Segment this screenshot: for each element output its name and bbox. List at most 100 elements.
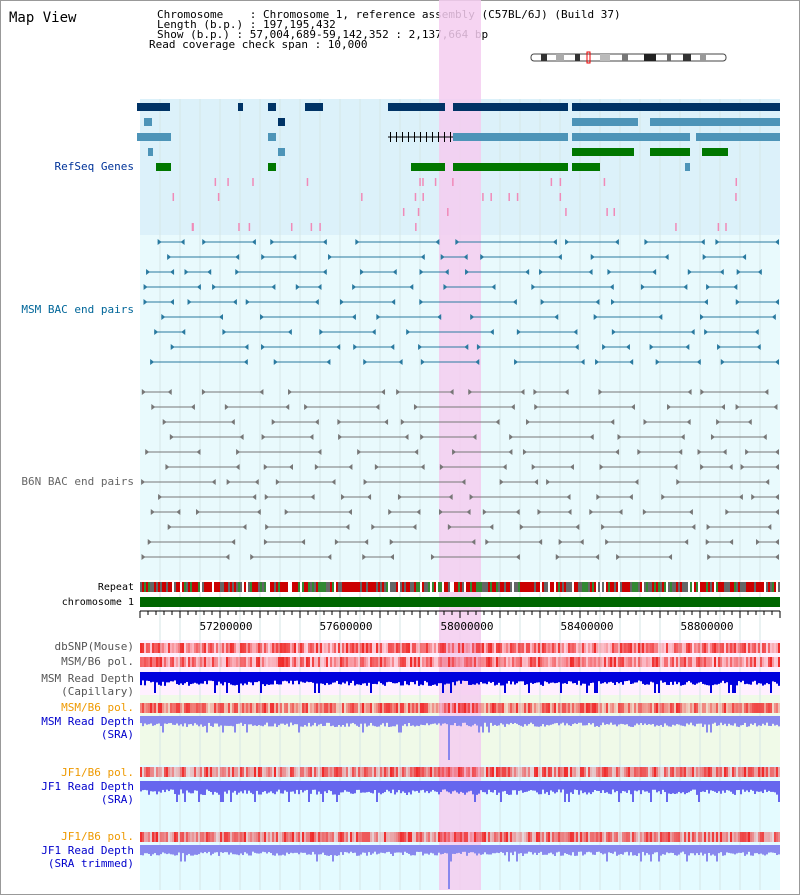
jf1-sra-depth-bar [564,781,566,802]
msm-bac-end [328,254,333,260]
jf1-pol-cell [388,767,390,777]
msm-bac-end [409,284,414,290]
jf1-sra-depth-bar [292,781,294,792]
jf1-sra-depth-bar [532,781,534,791]
jf1-pol2-cell [662,832,664,842]
dbsnp-cell [678,643,680,653]
refseq-tick [550,178,553,186]
msm-sra-depth-bar [276,716,278,727]
dbsnp-cell [400,643,402,653]
b6n-bac-end [721,404,726,410]
jf1-sra-depth-bar [210,781,212,793]
msm-sra-depth-bar [616,716,618,727]
msm-sra-depth-bar [326,716,328,723]
jf1-pol2-cell [578,832,580,842]
dbsnp-cell [602,643,604,653]
jf1-pol-cell [656,767,658,777]
msm-bac-end [658,314,663,320]
msm-cap-depth-bar [570,672,572,682]
msm-sra-depth-bar [724,716,726,724]
msm-pol-cell [338,657,340,667]
dbsnp-cell [708,643,710,653]
jf1-trim-depth-bar [706,845,708,862]
msm-sra-depth-bar [410,716,412,726]
msm-pol2-cell [740,703,742,713]
jf1-trim-depth-bar [252,845,254,852]
msm-sra-depth-bar [248,716,250,725]
msm-sra-depth-bar [258,716,260,726]
b6n-bac-end [314,464,319,470]
jf1-trim-depth-bar [396,845,398,853]
dbsnp-cell [264,643,266,653]
ideogram-band [575,54,580,61]
jf1-sra-depth-bar [226,781,228,794]
jf1-trim-depth-bar [300,845,302,853]
msm-sra-depth-bar [318,716,320,725]
repeat-band [264,582,266,592]
jf1-sra-depth-bar [342,781,344,793]
repeat-band [680,582,682,592]
msm-sra-depth-bar [604,716,606,725]
jf1-sra-depth-bar [246,781,248,794]
msm-pol2-cell [296,703,298,713]
b6n-bac-end [259,389,264,395]
b6n-bac-end [374,464,379,470]
jf1-pol2-cell [240,832,242,842]
msm-bac-end [261,254,266,260]
jf1-pol2-cell [358,832,360,842]
msm-cap-depth-bar [572,672,574,684]
jf1-trim-depth-bar [744,845,746,856]
repeat-band [164,582,166,592]
b6n-bac-end [145,449,150,455]
msm-pol2-cell [698,703,700,713]
dbsnp-cell [454,643,456,653]
jf1-trim-depth-bar [768,845,770,853]
b6n-bac-end [420,464,425,470]
msm-pol2-cell [476,703,478,713]
refseq-tick [192,223,194,231]
repeat-band [478,582,480,592]
msm-pol2-cell [512,703,514,713]
jf1-pol2-cell [546,832,548,842]
msm-pol2-cell [384,703,386,713]
jf1-b6-pol-label-1: JF1/B6 pol. [61,766,134,779]
jf1-sra-depth-bar [742,781,744,790]
jf1-trim-depth-bar [254,845,256,853]
msm-pol2-cell [430,703,432,713]
jf1-trim-depth-bar [752,845,754,856]
jf1-pol2-cell [420,832,422,842]
jf1-sra-depth-bar [660,781,662,795]
msm-cap-depth-bar [638,672,640,681]
jf1-pol2-cell [610,832,612,842]
dbsnp-cell [672,643,674,653]
dbsnp-cell [268,643,270,653]
jf1-pol-cell [372,767,374,777]
msm-bac-end [245,299,250,305]
axis-tick-label: 58800000 [681,620,734,633]
msm-cap-depth-bar [750,672,752,685]
msm-cap-depth-bar [642,672,644,684]
msm-pol2-cell [454,703,456,713]
jf1-trim-depth-bar [144,845,146,854]
jf1-trim-depth-bar [722,845,724,856]
jf1-sra-depth-bar [148,781,150,795]
msm-sra-depth-bar [500,716,502,724]
dbsnp-cell [618,643,620,653]
msm-sra-depth-bar [592,716,594,724]
msm-bac-end [319,329,324,335]
repeat-band [188,582,190,592]
dbsnp-cell [668,643,670,653]
repeat-band [330,582,332,592]
jf1-pol2-cell [734,832,736,842]
jf1-trim-depth-bar [686,845,688,862]
msm-sra-depth-bar [562,716,564,723]
msm-sra-depth-bar [482,716,484,733]
msm-pol2-cell [770,703,772,713]
jf1-trim-depth-bar [488,845,490,855]
jf1-pol2-cell [182,832,184,842]
msm-sra-depth-bar [370,716,372,723]
b6n-bac-end [705,539,710,545]
b6n-bac-end [707,554,712,560]
jf1-pol2-cell [506,832,508,842]
